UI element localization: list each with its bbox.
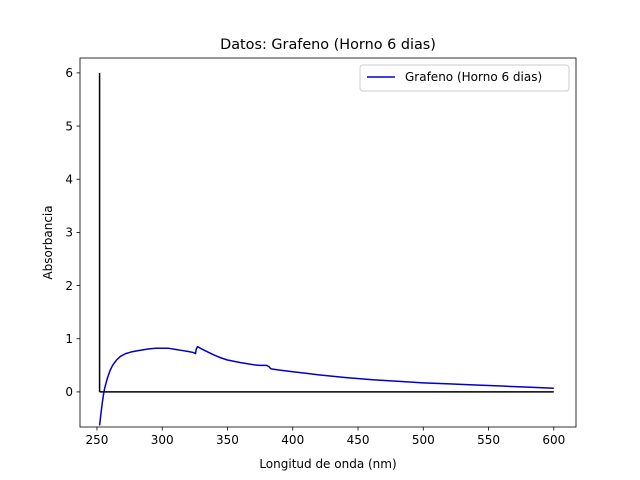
x-axis: 250 300 350 400 450 500 550 600: [86, 427, 565, 447]
y-tick-label: 5: [65, 119, 73, 133]
y-tick-label: 4: [65, 173, 73, 187]
x-tick-label: 400: [281, 433, 304, 447]
legend: Grafeno (Horno 6 dias): [359, 64, 570, 92]
x-tick-label: 550: [477, 433, 500, 447]
y-tick-label: 2: [65, 279, 73, 293]
x-tick-label: 350: [216, 433, 239, 447]
y-tick-label: 6: [65, 66, 73, 80]
y-axis-label: Absorbancia: [41, 205, 55, 279]
x-axis-label: Longitud de onda (nm): [259, 457, 396, 471]
chart-title: Datos: Grafeno (Horno 6 dias): [220, 37, 436, 53]
plot-background: [80, 58, 576, 427]
y-tick-label: 1: [65, 332, 73, 346]
x-tick-label: 600: [542, 433, 565, 447]
legend-box: [359, 64, 570, 92]
x-tick-label: 450: [347, 433, 370, 447]
plot-frame: [79, 57, 577, 428]
x-tick-label: 250: [86, 433, 109, 447]
series-line-0: [98, 345, 554, 426]
legend-label: Grafeno (Horno 6 dias): [405, 70, 542, 84]
y-axis: 0 1 2 3 4 5 6: [65, 66, 80, 399]
x-tick-label: 500: [412, 433, 435, 447]
x-tick-label: 300: [151, 433, 174, 447]
y-tick-label: 3: [65, 226, 73, 240]
plot-area: [79, 57, 577, 428]
y-tick-label: 0: [65, 385, 73, 399]
